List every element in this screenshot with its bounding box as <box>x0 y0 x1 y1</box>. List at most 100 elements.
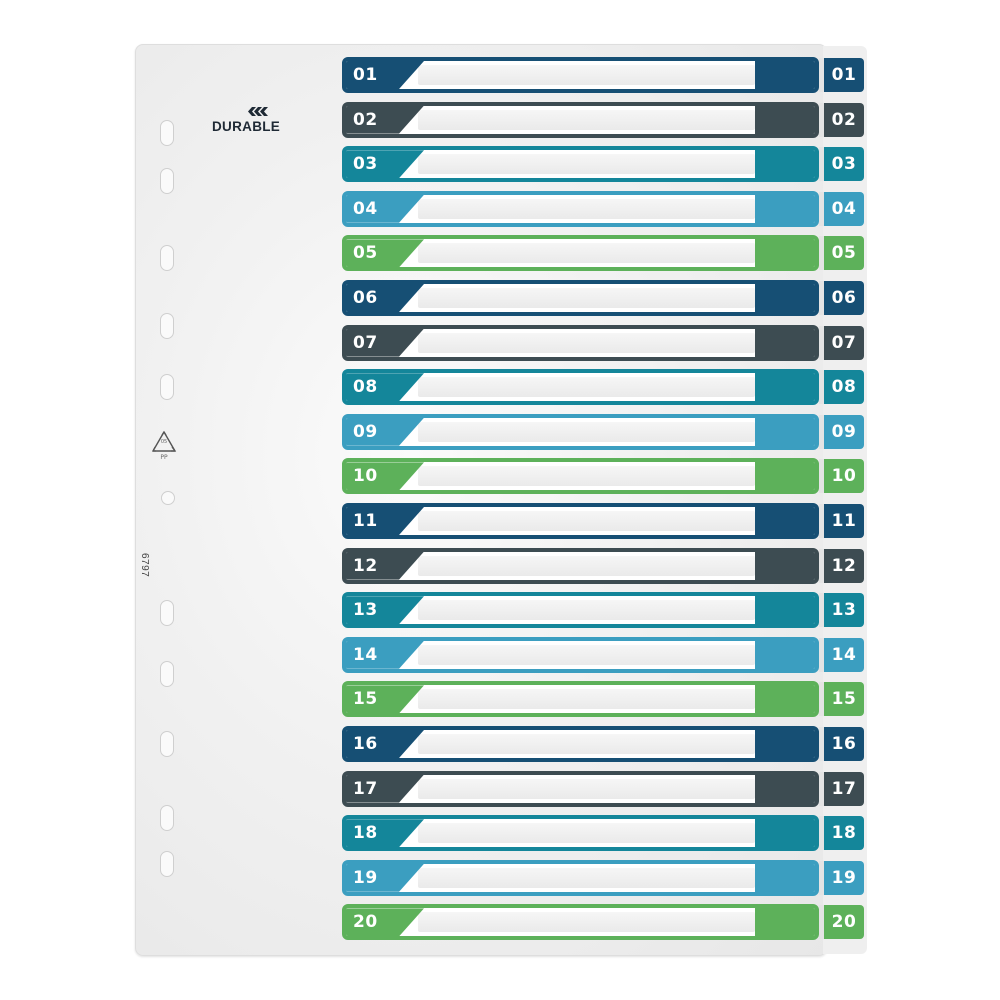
tab-label-bar[interactable]: 14 <box>342 636 819 673</box>
tab-label-bar[interactable]: 12 <box>342 547 819 584</box>
side-tab[interactable]: 07 <box>824 325 864 360</box>
side-tab[interactable]: 16 <box>824 727 864 761</box>
brand-name: DURABLE <box>212 119 281 134</box>
tab-number: 13 <box>353 600 378 621</box>
side-tab[interactable]: 03 <box>824 147 864 182</box>
side-tab[interactable]: 12 <box>824 548 864 583</box>
tab-row[interactable]: 03 03 <box>342 145 864 183</box>
tab-row[interactable]: 13 13 <box>342 591 864 629</box>
write-in-field[interactable] <box>418 778 755 799</box>
write-in-field[interactable] <box>418 466 755 487</box>
write-in-field[interactable] <box>418 421 755 442</box>
tab-row[interactable]: 16 16 <box>342 725 864 763</box>
tab-label-bar[interactable]: 20 <box>342 904 819 941</box>
tab-gap <box>819 637 824 672</box>
tab-row[interactable]: 12 12 <box>342 547 864 585</box>
write-in-field[interactable] <box>418 198 755 219</box>
punch-hole <box>160 168 174 194</box>
tab-number: 07 <box>353 332 378 353</box>
write-in-field[interactable] <box>418 912 755 933</box>
tab-row[interactable]: 04 04 <box>342 190 864 228</box>
tab-label-bar[interactable]: 06 <box>342 280 819 316</box>
tab-label-bar[interactable]: 17 <box>342 770 819 807</box>
tab-row[interactable]: 02 02 <box>342 101 864 139</box>
tab-gap <box>819 459 824 494</box>
tab-row[interactable]: 10 10 <box>342 457 864 495</box>
write-in-field[interactable] <box>418 823 755 844</box>
write-in-field[interactable] <box>418 154 755 175</box>
color-endblock <box>755 150 815 179</box>
side-tab[interactable]: 17 <box>824 771 864 806</box>
tab-label-bar[interactable]: 08 <box>342 369 819 406</box>
tab-row[interactable]: 09 09 <box>342 413 864 451</box>
color-endblock <box>755 105 815 134</box>
tab-number: 19 <box>353 867 378 888</box>
side-tab[interactable]: 19 <box>824 860 864 895</box>
tab-label-bar[interactable]: 13 <box>342 592 819 629</box>
tab-row[interactable]: 08 08 <box>342 368 864 406</box>
side-tab[interactable]: 02 <box>824 102 864 137</box>
side-tab[interactable]: 13 <box>824 593 864 628</box>
color-endblock <box>755 194 815 223</box>
side-tab[interactable]: 10 <box>824 459 864 494</box>
tab-row[interactable]: 20 20 <box>342 903 864 941</box>
tab-row[interactable]: 19 19 <box>342 859 864 897</box>
tab-label-bar[interactable]: 19 <box>342 859 819 896</box>
side-tab[interactable]: 08 <box>824 370 864 405</box>
tab-gap <box>819 727 824 761</box>
side-tab[interactable]: 09 <box>824 414 864 449</box>
tab-label-bar[interactable]: 07 <box>342 324 819 361</box>
side-tab[interactable]: 14 <box>824 637 864 672</box>
tab-label-bar[interactable]: 04 <box>342 190 819 227</box>
side-tab[interactable]: 20 <box>824 905 864 940</box>
side-tab[interactable]: 04 <box>824 191 864 226</box>
write-in-field[interactable] <box>418 734 755 754</box>
tab-gap <box>819 816 824 851</box>
write-in-field[interactable] <box>418 511 755 531</box>
side-tab[interactable]: 18 <box>824 816 864 851</box>
tab-label-bar[interactable]: 05 <box>342 235 819 272</box>
tab-row[interactable]: 06 06 <box>342 279 864 317</box>
write-in-field[interactable] <box>418 288 755 308</box>
tab-gap <box>819 325 824 360</box>
tab-label-bar[interactable]: 10 <box>342 458 819 495</box>
write-in-field[interactable] <box>418 555 755 576</box>
side-tab[interactable]: 15 <box>824 682 864 717</box>
tab-row[interactable]: 17 17 <box>342 770 864 808</box>
tab-label-bar[interactable]: 11 <box>342 503 819 539</box>
write-in-field[interactable] <box>418 600 755 621</box>
punch-hole <box>160 600 174 626</box>
tab-row[interactable]: 14 14 <box>342 636 864 674</box>
tab-gap <box>819 191 824 226</box>
tab-label-bar[interactable]: 01 <box>342 57 819 93</box>
write-in-field[interactable] <box>418 644 755 665</box>
tab-label-bar[interactable]: 02 <box>342 101 819 138</box>
tab-number: 12 <box>353 555 378 576</box>
tab-number: 04 <box>353 198 378 219</box>
tab-label-bar[interactable]: 16 <box>342 726 819 762</box>
tab-row[interactable]: 01 01 <box>342 56 864 94</box>
tab-label-bar[interactable]: 09 <box>342 413 819 450</box>
tab-row[interactable]: 18 18 <box>342 814 864 852</box>
tab-number: 20 <box>353 912 378 933</box>
punch-hole <box>160 374 174 400</box>
write-in-field[interactable] <box>418 689 755 710</box>
write-in-field[interactable] <box>418 867 755 888</box>
tab-label-bar[interactable]: 15 <box>342 681 819 718</box>
write-in-field[interactable] <box>418 332 755 353</box>
tab-number: 06 <box>353 288 378 308</box>
side-tab[interactable]: 05 <box>824 236 864 271</box>
tab-label-bar[interactable]: 03 <box>342 146 819 183</box>
write-in-field[interactable] <box>418 377 755 398</box>
write-in-field[interactable] <box>418 109 755 130</box>
tab-row[interactable]: 05 05 <box>342 234 864 272</box>
tab-row[interactable]: 15 15 <box>342 680 864 718</box>
tab-row[interactable]: 07 07 <box>342 324 864 362</box>
write-in-field[interactable] <box>418 65 755 85</box>
side-tab[interactable]: 01 <box>824 58 864 92</box>
side-tab[interactable]: 06 <box>824 281 864 315</box>
write-in-field[interactable] <box>418 243 755 264</box>
tab-label-bar[interactable]: 18 <box>342 815 819 852</box>
side-tab[interactable]: 11 <box>824 504 864 538</box>
tab-row[interactable]: 11 11 <box>342 502 864 540</box>
